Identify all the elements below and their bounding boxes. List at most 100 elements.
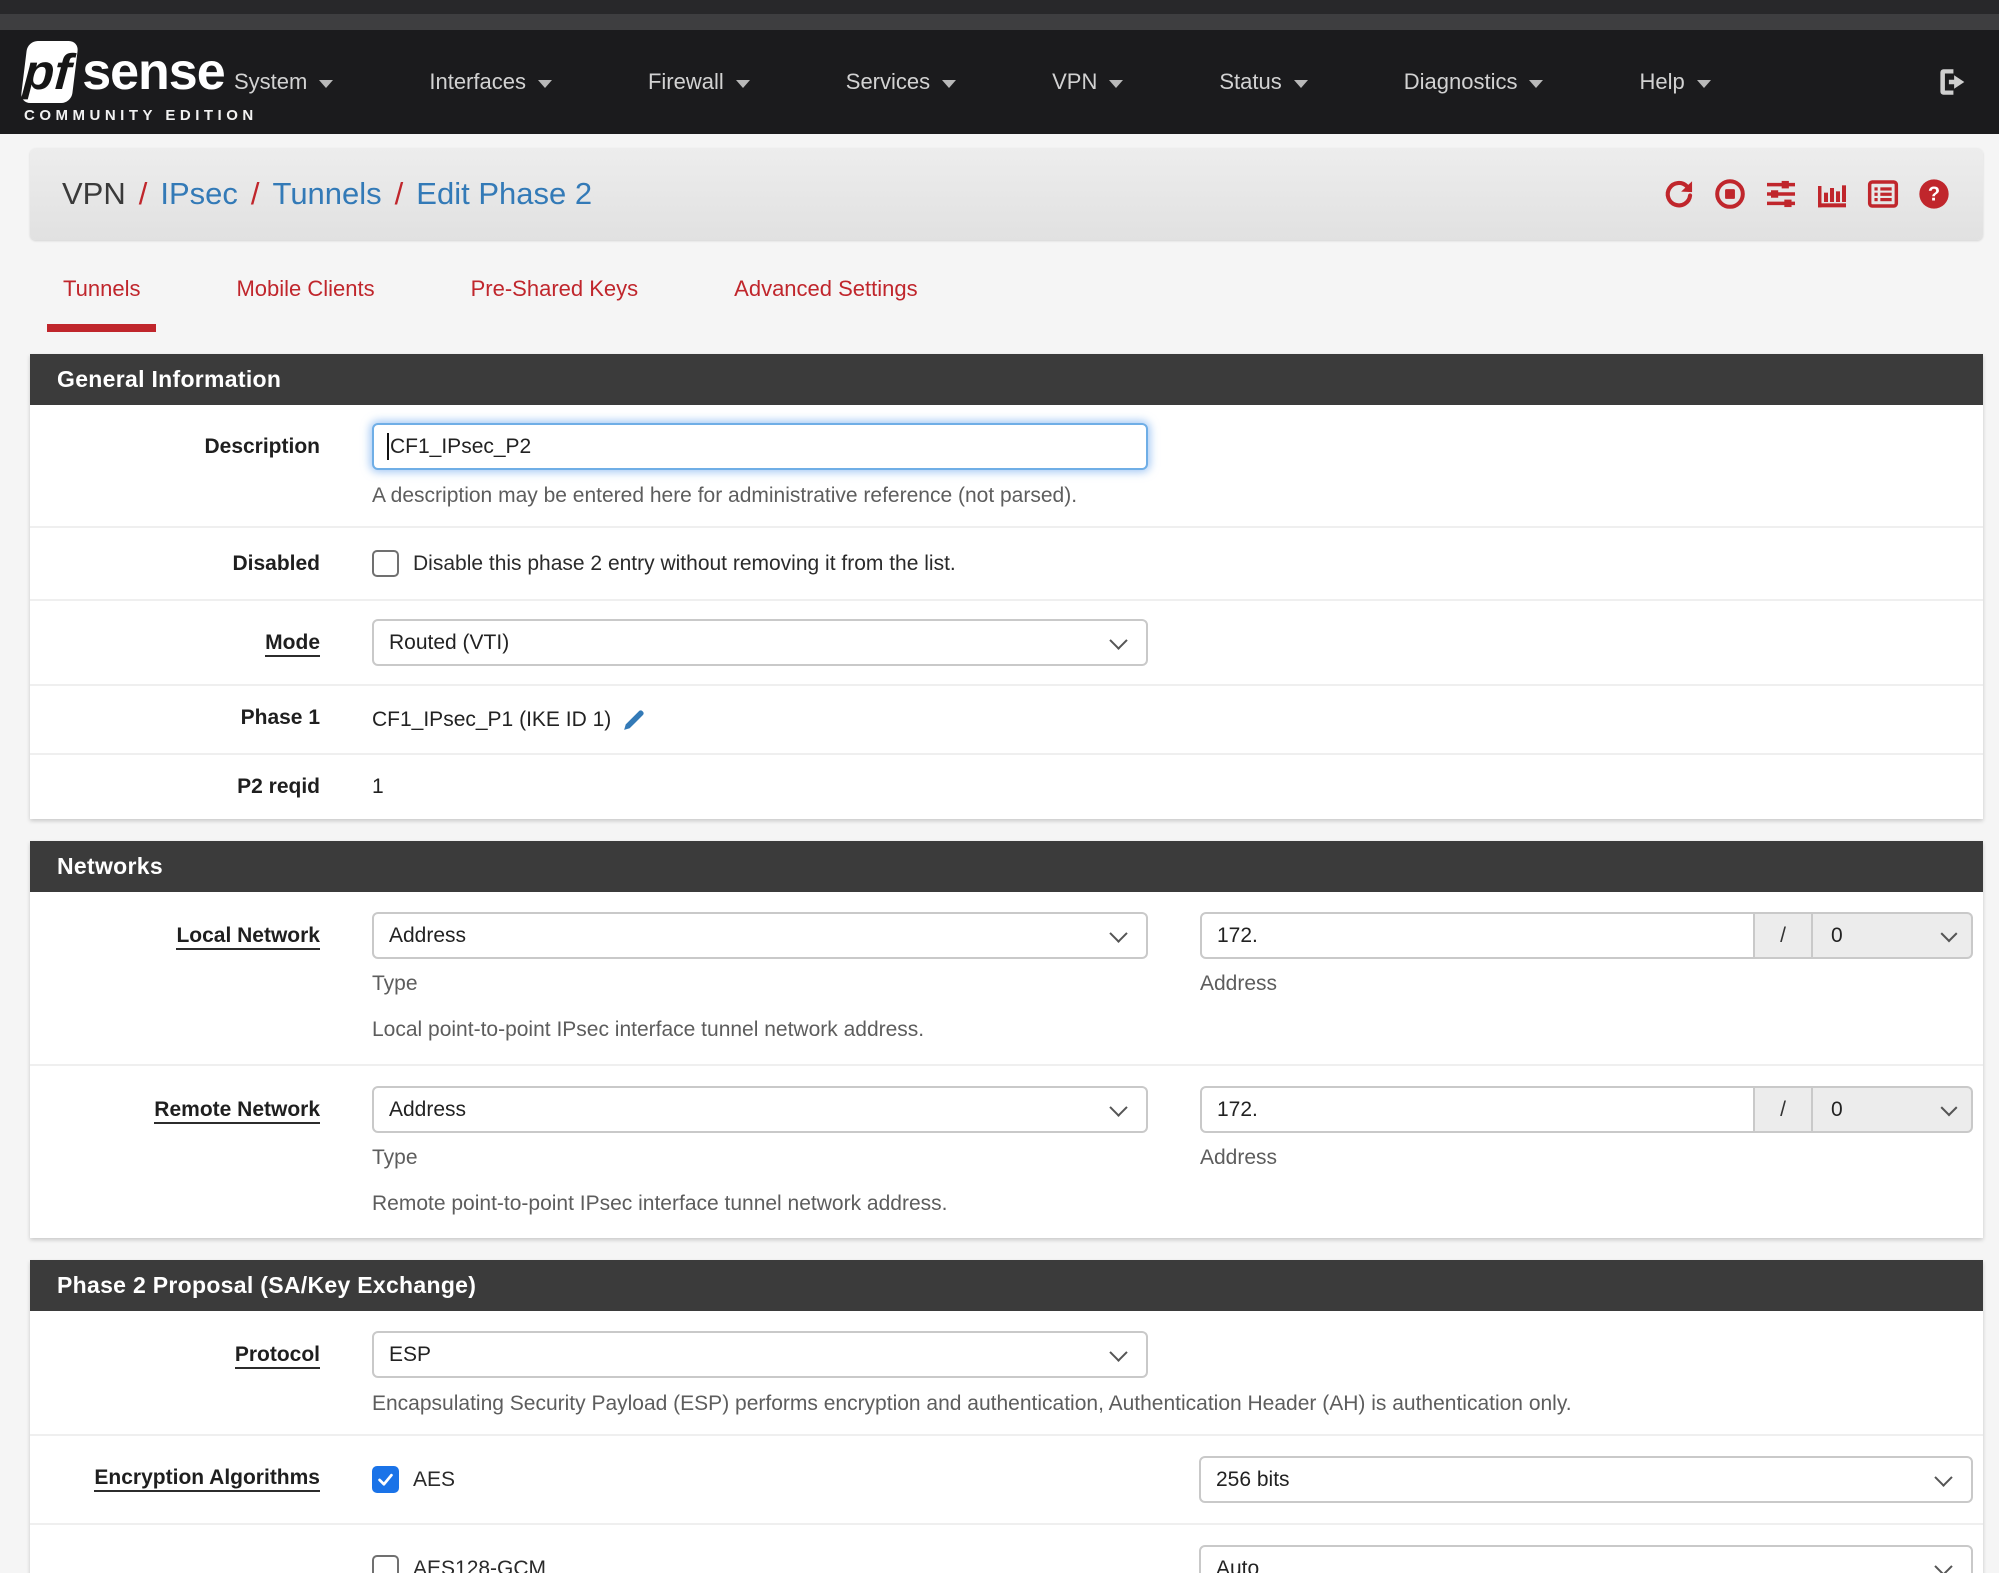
phase1-value: CF1_IPsec_P1 (IKE ID 1) [372, 707, 612, 731]
aes128gcm-key-length-select[interactable]: Auto [1199, 1545, 1973, 1573]
nav-menu: System Interfaces Firewall Services VPN … [234, 69, 1807, 95]
protocol-row: Protocol ESP Encapsulating Security Payl… [30, 1311, 1983, 1434]
aes128gcm-checkbox[interactable] [372, 1555, 399, 1573]
tab-tunnels[interactable]: Tunnels [47, 276, 157, 332]
list-log-icon[interactable] [1866, 178, 1900, 210]
sign-out-icon[interactable] [1935, 65, 1969, 99]
aes128gcm-checkbox-label: AES128-GCM [413, 1556, 547, 1573]
pfsense-logo[interactable]: pf sense COMMUNITY EDITION [20, 40, 253, 124]
panel-title-general-information: General Information [30, 354, 1983, 405]
remote-network-row: Remote Network Address Type Remote point… [30, 1064, 1983, 1238]
stop-circle-icon[interactable] [1713, 178, 1747, 210]
tab-mobile-clients[interactable]: Mobile Clients [236, 276, 375, 301]
remote-network-mask-select[interactable]: 0 [1813, 1086, 1973, 1133]
remote-network-address-help: Address [1200, 1146, 1278, 1169]
chevron-down-icon [942, 79, 957, 88]
tab-advanced-settings[interactable]: Advanced Settings [734, 276, 918, 301]
description-input[interactable]: CF1_IPsec_P2 [372, 423, 1148, 470]
disabled-label-text: Disabled [232, 552, 320, 575]
p2reqid-value: 1 [372, 775, 384, 798]
phase1-row: Phase 1 CF1_IPsec_P1 (IKE ID 1) [30, 684, 1983, 753]
nav-item-interfaces[interactable]: Interfaces [429, 69, 552, 95]
aes-checkbox-label: AES [413, 1467, 456, 1491]
encryption-algorithms-label: Encryption Algorithms [30, 1456, 342, 1503]
description-label-text: Description [204, 435, 320, 458]
chevron-down-icon [735, 79, 750, 88]
nav-item-label: VPN [1052, 69, 1098, 94]
general-information-panel: General Information Description CF1_IPse… [30, 354, 1983, 819]
local-network-type-help: Type [372, 972, 418, 995]
remote-network-type-help: Type [372, 1146, 418, 1169]
pfsense-logo-row: pf sense [20, 40, 226, 103]
breadcrumb-tunnels[interactable]: Tunnels [272, 176, 382, 211]
mode-label: Mode [30, 619, 342, 666]
nav-item-label: Interfaces [429, 69, 526, 94]
mode-selected-value: Routed (VTI) [389, 630, 510, 654]
mode-label-text: Mode [265, 631, 320, 657]
local-network-row: Local Network Address Type Local point-t… [30, 892, 1983, 1064]
mode-select[interactable]: Routed (VTI) [372, 619, 1148, 666]
remote-network-address-value: 172. [1217, 1097, 1258, 1121]
help-icon[interactable]: ? [1917, 178, 1951, 210]
nav-item-status[interactable]: Status [1219, 69, 1308, 95]
remote-network-description: Remote point-to-point IPsec interface tu… [372, 1192, 948, 1215]
disabled-checkbox[interactable] [372, 550, 399, 577]
local-network-description: Local point-to-point IPsec interface tun… [372, 1018, 925, 1041]
disabled-label: Disabled [30, 550, 342, 577]
encryption-aes128gcm-row: AES128-GCM Auto [30, 1523, 1983, 1573]
window-top-strip [0, 14, 1999, 30]
nav-item-firewall[interactable]: Firewall [648, 69, 750, 95]
chevron-down-icon [319, 79, 334, 88]
aes-checkbox[interactable] [372, 1466, 399, 1493]
top-navbar: pf sense COMMUNITY EDITION System Interf… [0, 30, 1999, 134]
local-network-mask-select[interactable]: 0 [1813, 912, 1973, 959]
description-value: CF1_IPsec_P2 [390, 434, 532, 458]
nav-item-vpn[interactable]: VPN [1052, 69, 1124, 95]
breadcrumb-edit-phase-2[interactable]: Edit Phase 2 [416, 176, 593, 211]
local-network-address-value: 172. [1217, 923, 1258, 947]
protocol-label-text: Protocol [234, 1343, 320, 1369]
remote-network-address-input[interactable]: 172. [1200, 1086, 1755, 1133]
breadcrumb-bar: VPN / IPsec / Tunnels / Edit Phase 2 [30, 148, 1983, 240]
nav-item-label: Services [845, 69, 931, 94]
sliders-icon[interactable] [1764, 178, 1798, 210]
protocol-help: Encapsulating Security Payload (ESP) per… [372, 1392, 1572, 1415]
p2reqid-label: P2 reqid [30, 775, 342, 799]
protocol-label: Protocol [30, 1331, 342, 1416]
local-network-address-input[interactable]: 172. [1200, 912, 1755, 959]
encryption-empty-label [30, 1545, 342, 1573]
chevron-down-icon [1529, 79, 1544, 88]
breadcrumb-separator: / [250, 176, 260, 211]
chevron-down-icon [1696, 79, 1711, 88]
nav-item-label: System [234, 69, 308, 94]
edit-pencil-icon[interactable] [621, 706, 648, 733]
mode-row: Mode Routed (VTI) [30, 599, 1983, 684]
protocol-selected-value: ESP [389, 1342, 432, 1366]
p2reqid-label-text: P2 reqid [237, 775, 320, 798]
encryption-aes-row: Encryption Algorithms AES 256 bits [30, 1434, 1983, 1523]
encryption-algorithms-label-text: Encryption Algorithms [94, 1466, 320, 1492]
remote-network-slash-addon: / [1755, 1086, 1813, 1133]
remote-network-type-select[interactable]: Address [372, 1086, 1148, 1133]
aes-key-length-value: 256 bits [1216, 1467, 1290, 1491]
local-network-type-select[interactable]: Address [372, 912, 1148, 959]
tab-pre-shared-keys[interactable]: Pre-Shared Keys [470, 276, 639, 301]
aes-key-length-select[interactable]: 256 bits [1199, 1456, 1973, 1503]
check-icon [378, 1473, 393, 1486]
panel-title-networks: Networks [30, 841, 1983, 892]
breadcrumb-ipsec[interactable]: IPsec [160, 176, 238, 211]
remote-network-label: Remote Network [30, 1086, 342, 1216]
redo-icon[interactable] [1662, 178, 1696, 210]
protocol-select[interactable]: ESP [372, 1331, 1148, 1378]
disabled-checkbox-label: Disable this phase 2 entry without remov… [413, 551, 956, 575]
nav-item-label: Firewall [647, 69, 724, 94]
nav-item-diagnostics[interactable]: Diagnostics [1404, 69, 1544, 95]
nav-item-help[interactable]: Help [1639, 69, 1711, 95]
nav-item-services[interactable]: Services [845, 69, 957, 95]
breadcrumb: VPN / IPsec / Tunnels / Edit Phase 2 [62, 176, 592, 212]
bar-chart-icon[interactable] [1815, 178, 1849, 210]
nav-item-system[interactable]: System [234, 69, 334, 95]
breadcrumb-separator: / [394, 176, 404, 211]
local-network-label-text: Local Network [176, 924, 320, 950]
aes128gcm-key-length-value: Auto [1216, 1556, 1260, 1573]
